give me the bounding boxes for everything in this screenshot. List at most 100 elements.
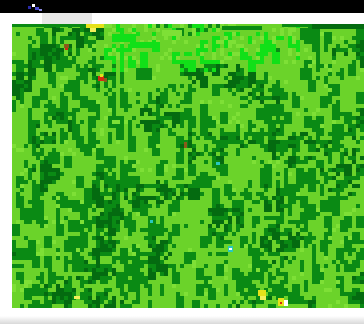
terrain-tile (144, 24, 148, 28)
terrain-tile (204, 160, 208, 164)
terrain-tile (324, 84, 328, 88)
terrain-tile (52, 296, 56, 300)
terrain-tile (100, 128, 104, 132)
flag-icon[interactable] (184, 142, 187, 148)
world-map[interactable] (12, 24, 364, 308)
terrain-tile (56, 204, 60, 208)
terrain-tile (360, 40, 364, 44)
terrain-tile (284, 168, 288, 180)
terrain-tile (144, 108, 148, 112)
terrain-tile (16, 220, 20, 224)
terrain-tile (108, 192, 112, 196)
terrain-tile (260, 176, 264, 188)
terrain-tile (296, 300, 300, 304)
terrain-tile (224, 56, 228, 60)
terrain-tile (272, 132, 276, 136)
terrain-tile (20, 272, 24, 284)
terrain-tile (132, 268, 136, 280)
terrain-tile (292, 196, 296, 200)
terrain-tile (112, 164, 116, 168)
terrain-tile (348, 176, 352, 180)
terrain-tile (292, 140, 296, 144)
terrain-tile (188, 188, 192, 200)
terrain-tile (184, 292, 188, 296)
terrain-tile (116, 196, 120, 200)
terrain-tile (160, 100, 164, 104)
terrain-tile (296, 136, 300, 140)
terrain-tile (108, 252, 112, 256)
terrain-tile (344, 292, 348, 296)
terrain-tile (52, 72, 56, 76)
terrain-tile (292, 60, 296, 64)
terrain-tile (188, 76, 192, 80)
terrain-tile (56, 276, 60, 280)
terrain-tile (84, 268, 88, 272)
terrain-tile (176, 280, 180, 284)
terrain-tile (256, 300, 260, 304)
terrain-tile (256, 220, 260, 224)
terrain-tile (96, 108, 100, 120)
terrain-tile (348, 180, 352, 184)
terrain-tile (48, 268, 52, 272)
terrain-tile (72, 264, 76, 268)
terrain-tile (128, 284, 132, 288)
terrain-tile (100, 164, 104, 168)
terrain-tile (60, 92, 64, 96)
terrain-tile (340, 160, 344, 164)
terrain-tile (172, 84, 176, 88)
resource-icon[interactable] (216, 162, 220, 165)
terrain-tile (104, 220, 108, 224)
terrain-tile (312, 296, 316, 300)
terrain-tile (300, 28, 304, 40)
resource-icon[interactable] (228, 246, 233, 252)
terrain-tile (220, 232, 224, 236)
terrain-tile (136, 284, 140, 288)
terrain-tile (252, 40, 256, 44)
terrain-tile (112, 260, 116, 264)
terrain-tile (268, 232, 272, 236)
resource-icon[interactable] (150, 220, 153, 223)
terrain-tile (168, 48, 172, 52)
terrain-tile (348, 236, 352, 240)
terrain-tile (164, 36, 168, 40)
terrain-tile (52, 136, 56, 140)
terrain-tile (152, 24, 156, 28)
terrain-tile (196, 136, 200, 140)
terrain-tile (60, 56, 64, 60)
terrain-tile (144, 276, 148, 288)
terrain-tile (56, 252, 60, 256)
terrain-tile (268, 216, 272, 220)
terrain-tile (112, 204, 116, 208)
terrain-tile (40, 152, 44, 156)
terrain-tile (48, 152, 52, 156)
terrain-tile (144, 184, 148, 188)
terrain-tile (52, 108, 56, 112)
terrain-tile (284, 144, 288, 148)
terrain-tile (188, 60, 196, 72)
terrain-tile (336, 280, 340, 284)
terrain-tile (264, 216, 268, 220)
terrain-tile (260, 96, 264, 100)
terrain-tile (148, 252, 152, 256)
terrain-tile (280, 272, 284, 276)
terrain-tile (176, 296, 184, 308)
terrain-tile (148, 284, 152, 296)
resource-icon[interactable] (74, 296, 80, 299)
terrain-tile (252, 92, 256, 96)
terrain-tile (308, 80, 316, 92)
terrain-tile (104, 204, 108, 208)
terrain-tile (240, 204, 244, 208)
terrain-tile (156, 144, 160, 148)
terrain-tile (32, 196, 40, 208)
terrain-tile (92, 280, 96, 284)
terrain-tile (32, 164, 36, 168)
terrain-tile (152, 184, 156, 188)
terrain-tile (24, 84, 28, 88)
terrain-tile (304, 32, 312, 44)
terrain-tile (224, 44, 228, 48)
terrain-tile (248, 140, 252, 144)
terrain-tile (12, 256, 16, 260)
title-bar[interactable] (0, 0, 364, 13)
terrain-tile (92, 276, 96, 280)
terrain-tile (192, 188, 200, 200)
